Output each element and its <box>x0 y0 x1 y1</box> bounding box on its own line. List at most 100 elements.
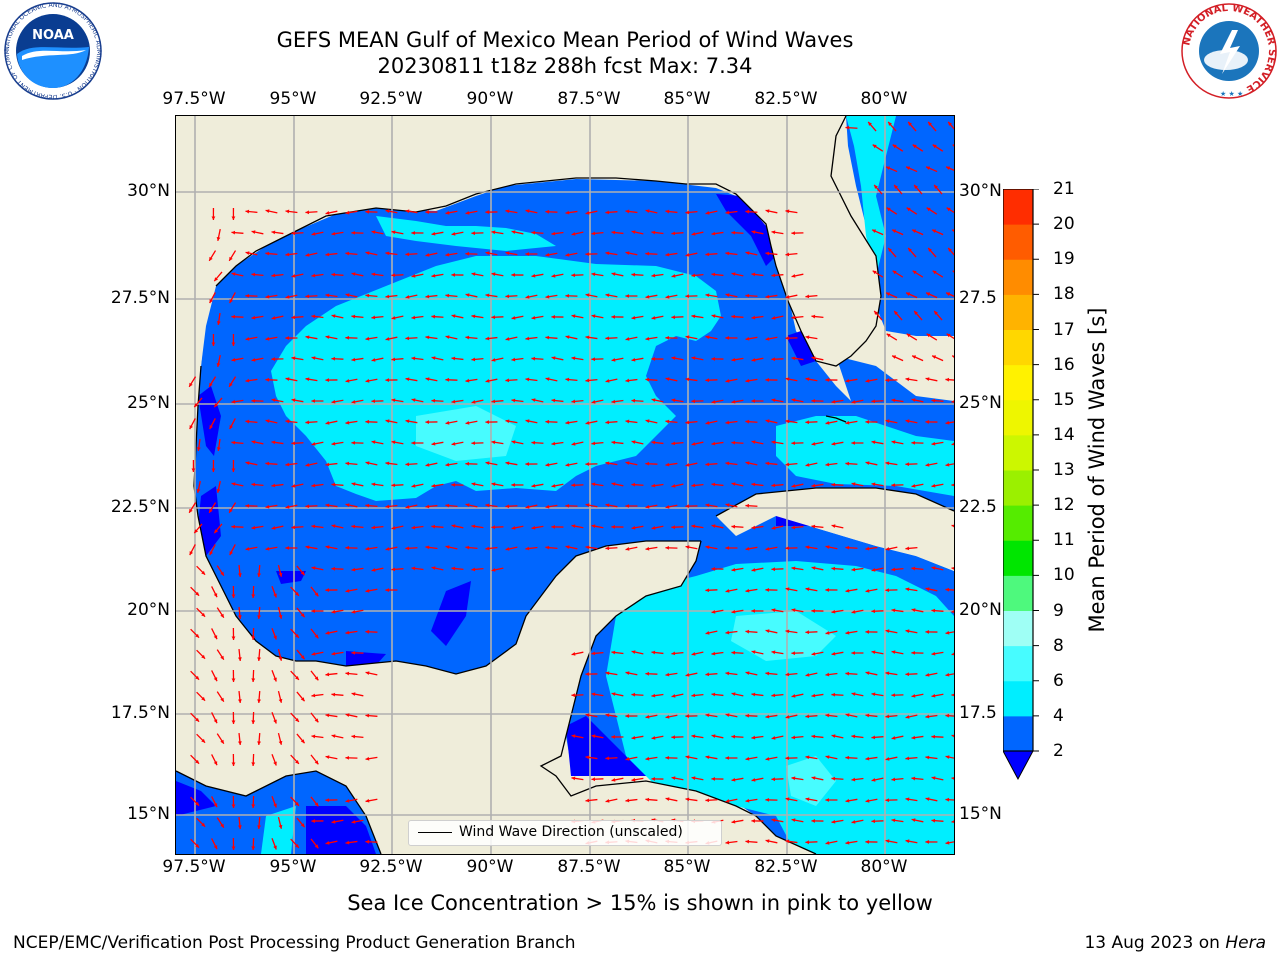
lon-label-bottom: 97.5°W <box>162 857 226 877</box>
wind-wave-arrowhead <box>273 803 277 808</box>
lon-label-top: 90°W <box>466 89 514 109</box>
wind-wave-arrowhead <box>685 797 690 802</box>
wind-wave-arrowhead <box>220 613 224 618</box>
wind-wave-arrowhead <box>905 419 910 424</box>
wind-wave-arrowhead <box>825 378 829 382</box>
wind-wave-arrowhead <box>685 545 690 550</box>
wind-wave-arrowhead <box>931 734 936 739</box>
wind-wave-arrowhead <box>771 398 776 403</box>
lat-label-left: 15°N <box>127 804 170 824</box>
wind-wave-arrowhead <box>531 440 536 445</box>
wind-wave-arrowhead <box>691 652 696 656</box>
wind-wave-arrowhead <box>831 524 836 528</box>
wind-wave-arrowhead <box>213 803 218 808</box>
wind-wave-arrowhead <box>671 651 676 656</box>
wind-wave-arrowhead <box>491 482 496 487</box>
wind-wave-arrowhead <box>445 420 450 425</box>
wind-wave-arrowhead <box>845 545 850 550</box>
wind-wave-arrowhead <box>425 420 429 424</box>
wind-wave-arrowhead <box>894 184 898 189</box>
wind-wave-arrowhead <box>705 335 710 340</box>
wind-wave-arrowhead <box>525 419 530 424</box>
wind-wave-arrowhead <box>551 441 556 446</box>
wind-wave-arrowhead <box>631 650 636 654</box>
wind-wave-arrowhead <box>331 524 336 528</box>
wind-wave-arrowhead <box>931 693 936 698</box>
wind-wave-arrowhead <box>771 650 776 655</box>
wind-wave-arrowhead <box>525 336 530 341</box>
wind-wave-arrowhead <box>605 503 610 508</box>
colorbar-tick-label: 15 <box>1053 389 1075 410</box>
wind-wave-arrowhead <box>311 273 316 278</box>
coastlines <box>176 116 954 854</box>
wind-wave-arrowhead <box>365 293 370 298</box>
wind-wave-arrowhead <box>251 594 256 598</box>
wind-wave-arrowhead <box>265 546 270 551</box>
wind-wave-arrowhead <box>725 293 730 297</box>
wind-wave-arrowhead <box>885 547 890 551</box>
wind-wave-arrowhead <box>932 355 937 359</box>
wind-wave-arrowhead <box>891 693 895 698</box>
wind-wave-arrowhead <box>745 588 750 593</box>
wind-wave-arrowhead <box>585 378 590 383</box>
wind-wave-arrowhead <box>651 483 656 488</box>
wind-wave-arrowhead <box>551 525 555 529</box>
wind-wave-arrowhead <box>571 734 576 739</box>
wind-wave-arrowhead <box>314 676 319 681</box>
wind-wave-arrowhead <box>951 610 954 613</box>
wind-wave-arrowhead <box>571 652 576 656</box>
wind-wave-arrowhead <box>231 636 236 640</box>
wind-wave-arrowhead <box>278 698 283 703</box>
wind-wave-arrowhead <box>265 461 270 466</box>
wind-wave-arrowhead <box>331 272 336 277</box>
wind-wave-arrowhead <box>625 251 630 255</box>
wind-wave-arrowhead <box>305 377 310 382</box>
wind-wave-arrowhead <box>231 440 236 445</box>
wind-wave-arrowhead <box>926 292 931 296</box>
wind-wave-arrowhead <box>231 216 236 220</box>
wind-wave-arrowhead <box>825 462 830 467</box>
wind-wave-arrowhead <box>295 633 299 638</box>
wind-wave-arrowhead <box>311 524 316 529</box>
wind-wave-arrowhead <box>471 482 476 487</box>
wind-wave-arrowhead <box>946 292 951 296</box>
wind-wave-arrowhead <box>351 609 356 614</box>
wind-wave-arrowhead <box>751 567 756 572</box>
wind-wave-arrowhead <box>925 672 930 677</box>
wind-wave-arrowhead <box>257 657 261 661</box>
wind-wave-arrowhead <box>611 650 616 655</box>
wind-wave-arrowhead <box>605 713 610 718</box>
wind-wave-arrowhead <box>908 121 912 126</box>
wind-wave-arrowhead <box>765 377 769 382</box>
wind-wave-arrowhead <box>811 819 815 823</box>
wind-wave-arrowhead <box>471 524 476 529</box>
wind-wave-arrowhead <box>865 798 870 803</box>
wind-wave-arrowhead <box>431 356 436 360</box>
wind-wave-arrowhead <box>505 294 510 299</box>
wind-wave-arrowhead <box>314 760 319 765</box>
wind-wave-arrowhead <box>551 483 556 488</box>
wind-wave-arrowhead <box>325 798 329 803</box>
wind-wave-arrowhead <box>325 545 330 550</box>
wind-wave-arrowhead <box>711 356 715 361</box>
wind-wave-arrowhead <box>331 819 336 824</box>
wind-wave-arrowhead <box>791 735 796 740</box>
wind-wave-arrowhead <box>194 403 199 408</box>
wind-wave-arrowhead <box>245 461 250 465</box>
wind-wave-arrowhead <box>691 524 696 529</box>
wind-wave-arrowhead <box>905 587 910 592</box>
wind-wave-arrowhead <box>831 651 836 656</box>
wind-wave-arrowhead <box>952 144 954 148</box>
wind-wave-arrowhead <box>565 503 570 508</box>
wind-wave-arrowhead <box>285 295 290 299</box>
wind-wave-arrowhead <box>531 525 536 530</box>
wind-wave-arrowhead <box>385 547 390 551</box>
wind-wave-arrowhead <box>665 419 670 424</box>
wind-wave-arrowhead <box>605 379 610 383</box>
wind-wave-arrowhead <box>245 336 250 341</box>
wind-wave-arrowhead <box>325 252 330 257</box>
wind-wave-arrowhead <box>945 840 950 845</box>
wind-wave-arrowhead <box>874 184 878 189</box>
wind-wave-arrowhead <box>805 755 810 760</box>
wind-wave-arrowhead <box>231 594 236 598</box>
